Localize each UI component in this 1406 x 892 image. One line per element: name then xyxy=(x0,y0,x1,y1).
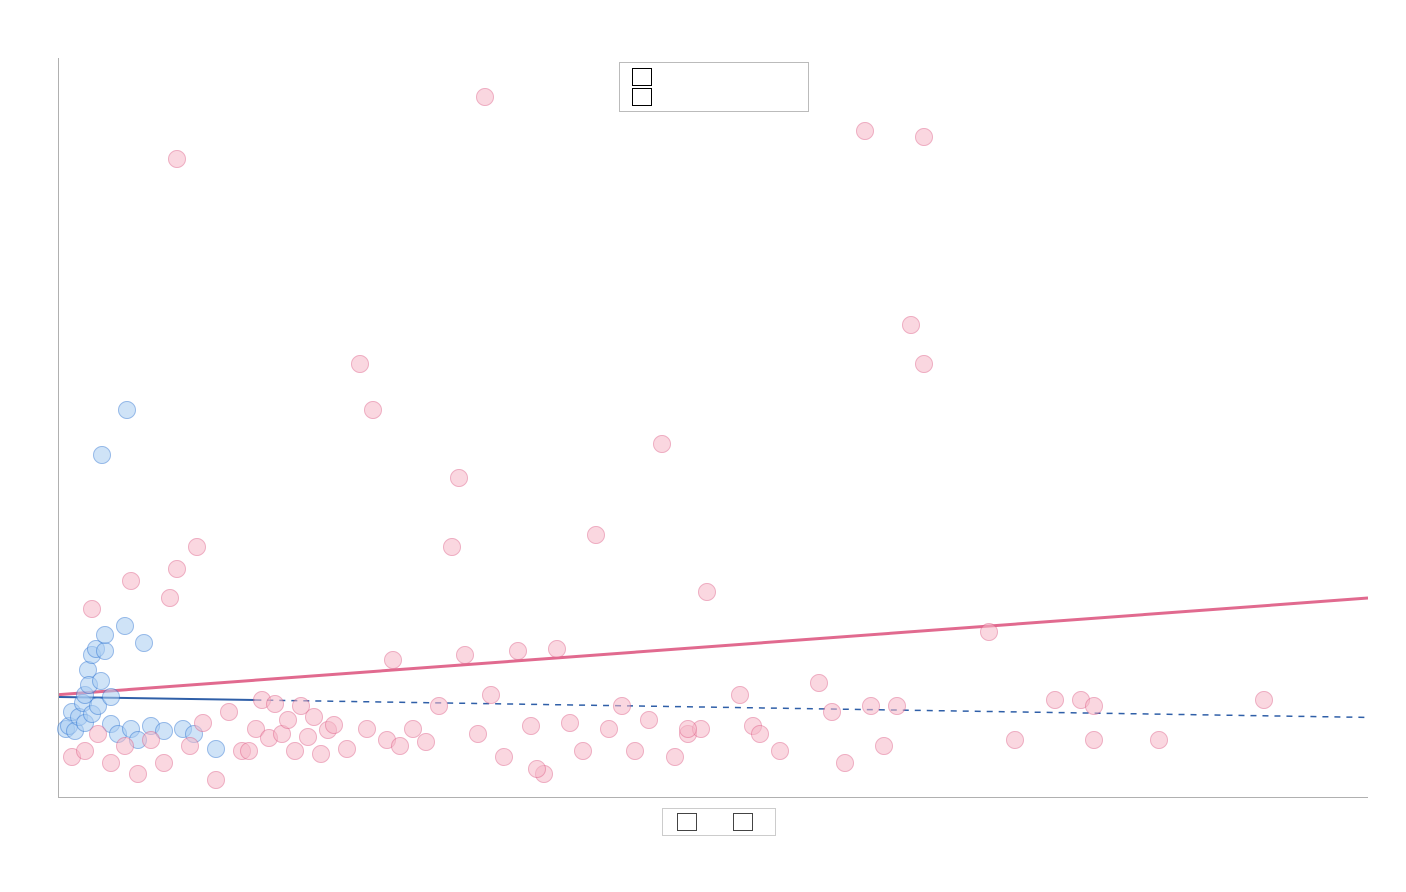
swatch-native-hawaiians xyxy=(733,813,753,831)
data-point xyxy=(561,714,579,732)
data-point xyxy=(240,742,258,760)
data-point xyxy=(116,737,134,755)
data-point xyxy=(613,697,631,715)
data-point xyxy=(188,538,206,556)
data-point xyxy=(102,754,120,772)
data-point xyxy=(129,765,147,783)
stat-row-native-hawaiians xyxy=(632,87,796,107)
data-point xyxy=(771,742,789,760)
data-point xyxy=(135,634,153,652)
legend xyxy=(662,808,776,836)
data-point xyxy=(1085,731,1103,749)
data-point xyxy=(76,742,94,760)
data-point xyxy=(207,771,225,789)
data-point xyxy=(194,714,212,732)
trend-lines xyxy=(59,58,1368,797)
data-point xyxy=(902,316,920,334)
data-point xyxy=(1006,731,1024,749)
swatch-west-indians xyxy=(632,68,652,86)
data-point xyxy=(430,697,448,715)
data-point xyxy=(266,695,284,713)
legend-item-native-hawaiians xyxy=(733,813,761,831)
data-point xyxy=(862,697,880,715)
data-point xyxy=(93,446,111,464)
data-point xyxy=(875,737,893,755)
statistics-box xyxy=(619,62,809,112)
data-point xyxy=(155,754,173,772)
data-point xyxy=(312,745,330,763)
data-point xyxy=(207,740,225,758)
data-point xyxy=(286,742,304,760)
data-point xyxy=(325,716,343,734)
data-point xyxy=(364,401,382,419)
data-point xyxy=(823,703,841,721)
data-point xyxy=(118,401,136,419)
data-point xyxy=(384,651,402,669)
data-point xyxy=(915,355,933,373)
plot-area xyxy=(58,58,1368,798)
data-point xyxy=(116,617,134,635)
data-point xyxy=(482,686,500,704)
data-point xyxy=(915,128,933,146)
data-point xyxy=(476,88,494,106)
data-point xyxy=(587,526,605,544)
data-point xyxy=(299,728,317,746)
data-point xyxy=(469,725,487,743)
data-point xyxy=(181,737,199,755)
data-point xyxy=(358,720,376,738)
stat-row-west-indians xyxy=(632,67,796,87)
data-point xyxy=(626,742,644,760)
data-point xyxy=(653,435,671,453)
data-point xyxy=(1150,731,1168,749)
data-point xyxy=(443,538,461,556)
swatch-native-hawaiians xyxy=(632,88,652,106)
data-point xyxy=(698,583,716,601)
chart-container xyxy=(48,50,1390,840)
data-point xyxy=(509,642,527,660)
data-point xyxy=(888,697,906,715)
data-point xyxy=(856,122,874,140)
data-point xyxy=(1255,691,1273,709)
swatch-west-indians xyxy=(677,813,697,831)
data-point xyxy=(450,469,468,487)
data-point xyxy=(96,642,114,660)
data-point xyxy=(168,150,186,168)
data-point xyxy=(679,720,697,738)
data-point xyxy=(456,646,474,664)
data-point xyxy=(731,686,749,704)
data-point xyxy=(980,623,998,641)
legend-item-west-indians xyxy=(677,813,705,831)
data-point xyxy=(220,703,238,721)
data-point xyxy=(338,740,356,758)
data-point xyxy=(122,572,140,590)
data-point xyxy=(89,725,107,743)
data-point xyxy=(1085,697,1103,715)
data-point xyxy=(83,600,101,618)
data-point xyxy=(548,640,566,658)
data-point xyxy=(142,731,160,749)
data-point xyxy=(351,355,369,373)
data-point xyxy=(574,742,592,760)
data-point xyxy=(168,560,186,578)
data-point xyxy=(391,737,409,755)
data-point xyxy=(751,725,769,743)
data-point xyxy=(279,711,297,729)
data-point xyxy=(522,717,540,735)
data-point xyxy=(161,589,179,607)
data-point xyxy=(666,748,684,766)
data-point xyxy=(836,754,854,772)
data-point xyxy=(495,748,513,766)
data-point xyxy=(528,760,546,778)
data-point xyxy=(810,674,828,692)
data-point xyxy=(640,711,658,729)
data-point xyxy=(417,733,435,751)
data-point xyxy=(92,672,110,690)
data-point xyxy=(96,626,114,644)
data-point xyxy=(1046,691,1064,709)
data-point xyxy=(600,720,618,738)
data-point xyxy=(102,688,120,706)
